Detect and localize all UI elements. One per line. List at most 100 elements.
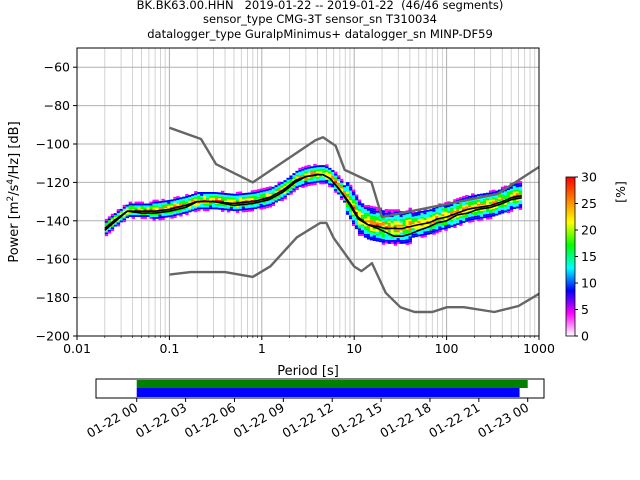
heatmap-cell	[194, 198, 198, 201]
heatmap-cell	[429, 209, 433, 212]
heatmap-cell	[381, 240, 386, 243]
heatmap-cell	[378, 234, 383, 237]
heatmap-cell	[265, 202, 269, 205]
heatmap-cell	[119, 212, 124, 215]
heatmap-cell	[319, 176, 323, 179]
heatmap-cell	[289, 179, 293, 182]
heatmap-cell	[485, 196, 490, 199]
heatmap-cell	[518, 207, 523, 210]
heatmap-cell	[363, 216, 368, 219]
heatmap-cell	[319, 178, 323, 181]
heatmap-cell	[393, 228, 398, 231]
heatmap-cell	[235, 209, 240, 212]
heatmap-cell	[387, 216, 392, 219]
heatmap-cell	[268, 192, 272, 195]
heatmap-cell	[384, 218, 389, 221]
heatmap-cell	[194, 193, 198, 195]
heatmap-cell	[518, 186, 523, 189]
heatmap-cell	[331, 185, 335, 188]
heatmap-cell	[488, 192, 493, 195]
heatmap-cell	[226, 195, 231, 198]
heatmap-cell	[286, 179, 290, 182]
heatmap-cell	[274, 190, 278, 193]
heatmap-cell	[438, 222, 442, 225]
heatmap-cell	[488, 196, 493, 199]
heatmap-cell	[116, 211, 121, 213]
heatmap-cell	[393, 216, 398, 219]
heatmap-cell	[319, 170, 323, 173]
heatmap-cell	[253, 195, 258, 198]
heatmap-cell	[238, 199, 243, 202]
heatmap-cell	[185, 211, 189, 214]
heatmap-cell	[387, 222, 392, 225]
heatmap-cell	[485, 202, 490, 205]
heatmap-cell	[488, 213, 493, 216]
heatmap-cell	[241, 198, 246, 201]
heatmap-cell	[465, 219, 469, 222]
heatmap-cell	[253, 207, 258, 210]
heatmap-cell	[405, 231, 409, 234]
heatmap-cell	[509, 186, 514, 189]
heatmap-cell	[170, 201, 174, 204]
heatmap-cell	[477, 203, 481, 206]
heatmap-cell	[491, 199, 496, 202]
heatmap-cell	[423, 225, 427, 228]
heatmap-cell	[241, 208, 246, 211]
heatmap-cell	[307, 170, 311, 173]
time-tick-label: 01-22 12	[280, 400, 336, 441]
heatmap-cell	[161, 198, 165, 201]
heatmap-cell	[483, 198, 487, 201]
heatmap-cell	[459, 220, 463, 222]
heatmap-cell	[414, 227, 418, 230]
heatmap-cell	[423, 210, 427, 213]
heatmap-cell	[307, 176, 311, 179]
heatmap-cell	[322, 178, 326, 181]
heatmap-cell	[438, 209, 442, 212]
heatmap-cell	[372, 219, 377, 222]
heatmap-cell	[128, 201, 133, 204]
heatmap-cell	[390, 226, 395, 229]
heatmap-cell	[134, 209, 138, 212]
heatmap-cell	[161, 214, 165, 217]
heatmap-cell	[432, 217, 436, 220]
heatmap-cell	[185, 197, 189, 200]
heatmap-cell	[512, 207, 517, 209]
heatmap-cell	[316, 171, 320, 173]
heatmap-cell	[265, 187, 269, 189]
heatmap-cell	[471, 220, 475, 223]
heatmap-cell	[104, 218, 109, 221]
heatmap-cell	[334, 188, 338, 191]
heatmap-cell	[426, 211, 430, 214]
heatmap-cell	[337, 179, 341, 181]
heatmap-cell	[206, 197, 210, 200]
series-line-high-noise-model	[168, 126, 539, 219]
heatmap-cell	[137, 207, 141, 210]
heatmap-cell	[173, 212, 177, 215]
heatmap-cell	[298, 185, 302, 188]
heatmap-cell	[319, 182, 323, 185]
heatmap-cell	[256, 194, 261, 197]
heatmap-cell	[128, 209, 133, 212]
heatmap-cell	[429, 226, 433, 229]
heatmap-cell	[453, 224, 457, 227]
heatmap-cell	[194, 208, 198, 211]
heatmap-cell	[119, 218, 124, 221]
heatmap-cell	[134, 205, 138, 208]
heatmap-cell	[435, 223, 439, 226]
heatmap-cell	[465, 200, 469, 203]
heatmap-cell	[503, 189, 508, 192]
heatmap-cell	[485, 192, 490, 195]
heatmap-cell	[369, 209, 374, 212]
y-tick-label: −80	[44, 98, 70, 113]
heatmap-cell	[494, 200, 499, 203]
heatmap-cell	[360, 210, 365, 213]
heatmap-cell	[179, 208, 183, 211]
heatmap-cell	[223, 192, 228, 195]
heatmap-cell	[405, 218, 409, 220]
heatmap-cell	[396, 209, 401, 212]
heatmap-cell	[414, 225, 418, 228]
heatmap-cell	[423, 216, 427, 219]
heatmap-cell	[405, 221, 409, 224]
heatmap-cell	[125, 214, 130, 217]
heatmap-cell	[340, 184, 344, 187]
